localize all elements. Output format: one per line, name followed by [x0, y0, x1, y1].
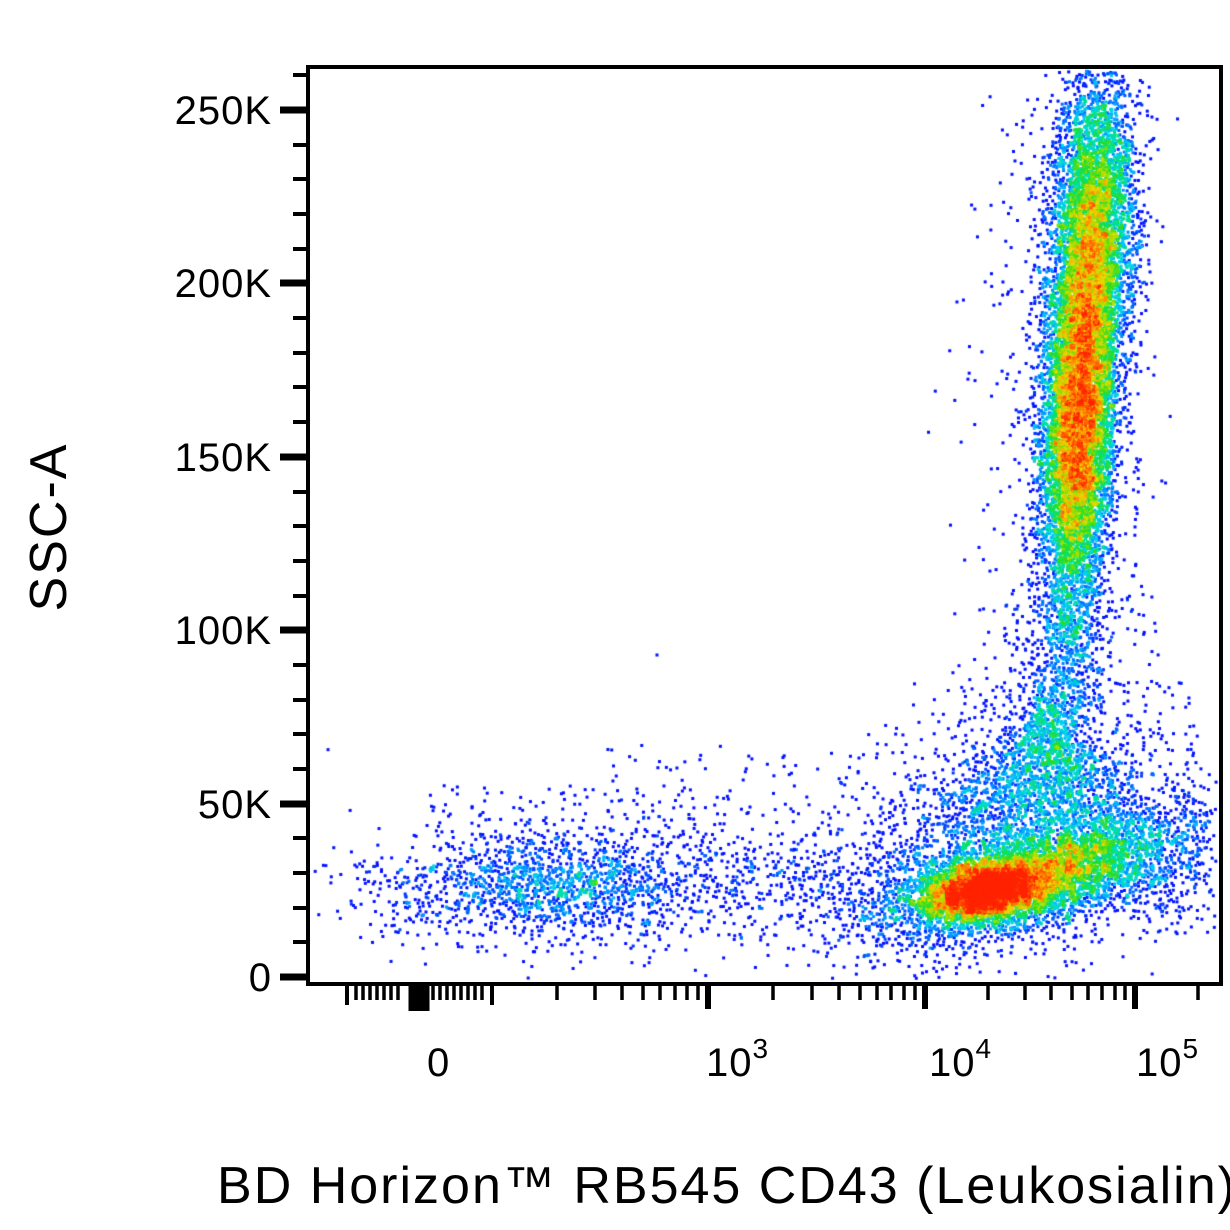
y-axis-title: SSC-A	[20, 442, 78, 612]
tick-label: 0	[427, 1041, 450, 1085]
tick-label: 0	[249, 956, 272, 1000]
tick-label: 50K	[198, 783, 272, 827]
tick-label: 200K	[175, 262, 272, 306]
tick-label: 150K	[175, 436, 272, 480]
tick-label: 250K	[175, 89, 272, 133]
x-axis-title: BD Horizon™ RB545 CD43 (Leukosialin)	[217, 1157, 1230, 1215]
tick-label: 104	[929, 1033, 992, 1085]
dot-plot-canvas	[310, 69, 1219, 982]
tick-label: 100K	[175, 609, 272, 653]
tick-label: 103	[706, 1033, 769, 1085]
tick-label: 105	[1136, 1033, 1199, 1085]
